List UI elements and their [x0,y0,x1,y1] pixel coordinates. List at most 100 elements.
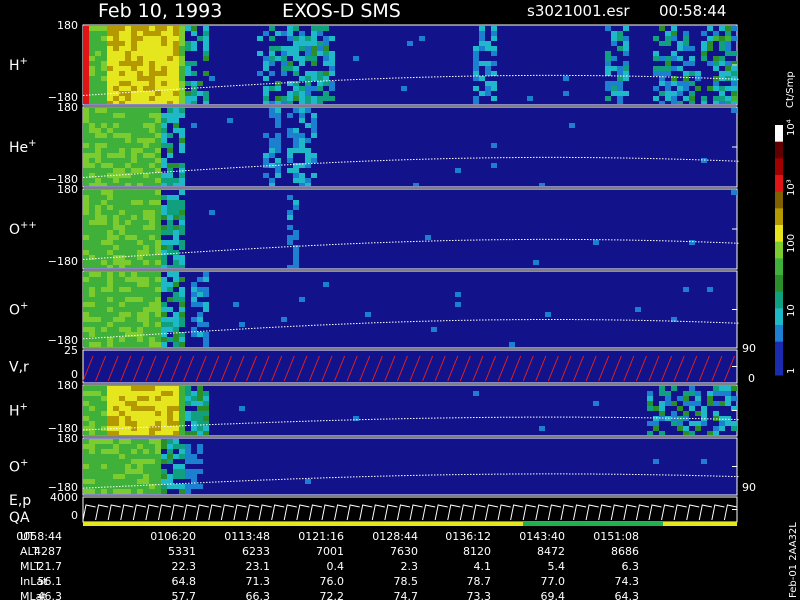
spectrogram-cell [689,46,695,51]
spectrogram-cell [143,71,149,76]
velocity-trace [82,355,735,382]
spectrogram-cell [101,245,107,250]
spectrogram-cell [107,396,113,401]
spectrogram-cell [365,312,371,317]
spectrogram-cell [173,178,179,183]
spectrogram-cell [155,255,161,260]
spectrogram-cell [131,307,137,312]
spectrogram-cell [83,51,89,56]
spectrogram-cell [83,66,89,71]
spectrogram-cell [275,148,281,153]
spectrogram-cell [179,190,185,195]
spectrogram-cell [167,282,173,287]
spectrogram-cell [671,411,677,416]
spectrogram-cell [83,113,89,118]
spectrogram-cell [311,113,317,118]
spectrogram-cell [95,86,101,91]
spectrogram-cell [101,240,107,245]
spectrogram-cell [431,327,437,332]
footer-value: 4.1 [474,560,492,573]
spectrogram-cell [323,46,329,51]
spectrogram-cell [137,113,143,118]
spectrogram-cell [695,426,701,431]
spectrogram-cell [473,96,479,101]
spectrogram-cell [119,386,125,391]
spectrogram-cell [137,282,143,287]
footer-row-label: UT [20,530,35,543]
spectrogram-cell [107,225,113,230]
spectrogram-cell [197,449,203,454]
qa-bar-good [523,522,663,526]
colorbar-swatch [775,258,783,276]
spectrogram-cell [683,287,689,292]
spectrogram-cell [131,302,137,307]
spectrogram-cell [149,148,155,153]
footer-value: 57.7 [172,590,197,600]
spectrogram-cell [173,26,179,31]
spectrogram-cell [131,71,137,76]
spectrogram-cell [293,108,299,113]
spectrogram-cell [131,464,137,469]
spectrogram-cell [119,272,125,277]
spectrogram-cell [203,322,209,327]
spectrogram-cell [95,255,101,260]
spectrogram-cell [191,41,197,46]
spectrogram-cell [293,250,299,255]
spectrogram-cell [179,302,185,307]
spectrogram-cell [167,386,173,391]
spectrogram-cell [191,81,197,86]
spectrogram-cell [725,396,731,401]
spectrogram-cell [713,66,719,71]
spectrogram-cell [83,426,89,431]
spectrogram-cell [113,469,119,474]
spectrogram-cell [173,297,179,302]
spectrogram-cell [131,312,137,317]
spectrogram-cell [731,86,737,91]
spectrogram-cell [113,133,119,138]
spectrogram-cell [119,312,125,317]
spectrogram-cell [677,396,683,401]
spectrogram-cell [137,332,143,337]
spectrogram-cell [509,342,515,347]
spectrogram-cell [479,26,485,31]
spectrogram-cell [119,31,125,36]
footer-value: 0058:44 [16,530,62,543]
spectrogram-cell [191,292,197,297]
spectrogram-cell [95,26,101,31]
spectrogram-cell [89,31,95,36]
spectrogram-cell [167,200,173,205]
spectrogram-cell [167,31,173,36]
spectrogram-cell [137,449,143,454]
spectrogram-cell [95,200,101,205]
spectrogram-cell [131,411,137,416]
spectrogram-cell [137,173,143,178]
spectrogram-cell [689,96,695,101]
instrument: EXOS-D SMS [282,0,401,22]
spectrogram-cell [167,287,173,292]
spectrogram-cell [173,81,179,86]
spectrogram-cell [293,56,299,61]
spectrogram-cell [137,56,143,61]
spectrogram-cell [143,312,149,317]
spectrogram-cell [185,489,191,494]
spectrogram-cell [179,56,185,61]
spectrogram-cell [131,200,137,205]
spectrogram-cell [131,332,137,337]
spectrogram-cell [683,431,689,435]
spectrogram-cell [83,272,89,277]
spectrogram-cell [125,416,131,421]
spectrogram-cell [131,265,137,268]
spectrogram-cell [665,91,671,96]
spectrogram-cell [137,101,143,104]
spectrogram-cell [725,401,731,406]
footer-value: 0121:16 [298,530,344,543]
spectrogram-cell [323,36,329,41]
spectrogram-cell [155,431,161,435]
spectrogram-cell [119,183,125,186]
spectrogram-cell [473,391,479,396]
spectrogram-cell [143,133,149,138]
spectrogram-cell [179,220,185,225]
date: Feb 10, 1993 [98,0,222,22]
axis-top: 180 [57,183,78,196]
spectrogram-cell [149,459,155,464]
